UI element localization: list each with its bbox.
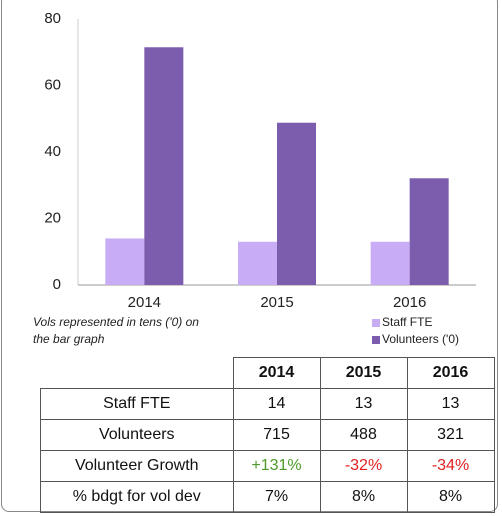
table-cell: 13 [319, 388, 408, 420]
y-tick-label: 40 [44, 143, 61, 160]
bar [370, 241, 410, 285]
data-table: 2014 2015 2016 Staff FTE 14 13 13 Volunteers 715… [40, 357, 495, 513]
table-cell: +131% [232, 450, 321, 482]
legend-label: Volunteers ('0) [382, 332, 459, 346]
table-cell: 14 [232, 388, 321, 420]
y-tick-label: 60 [44, 76, 61, 93]
table-cell: 715 [232, 419, 321, 451]
bar [409, 178, 449, 285]
x-tick-label: 2015 [260, 294, 293, 311]
table-cell: 321 [406, 419, 495, 451]
table-row: Volunteer Growth +131% -32% -34% [40, 450, 495, 482]
table-cell: 488 [319, 419, 408, 451]
table-cell: 8% [406, 481, 495, 513]
table-cell: 13 [406, 388, 495, 420]
x-tick-label: 2016 [393, 294, 426, 311]
table-cell: 7% [232, 481, 321, 513]
row-label: Volunteer Growth [40, 450, 234, 482]
legend-label: Staff FTE [382, 315, 432, 329]
bar [105, 238, 145, 285]
y-tick-label: 80 [44, 10, 61, 27]
bar [144, 47, 184, 286]
column-header: 2016 [406, 357, 495, 389]
legend-swatch [372, 336, 380, 344]
table-cell: -32% [319, 450, 408, 482]
x-tick-label: 2014 [128, 294, 161, 311]
header-row: 2014 2015 2016 [41, 357, 495, 389]
table-row: Staff FTE 14 13 13 [40, 388, 495, 420]
legend-swatch [372, 319, 380, 327]
table-cell: 8% [319, 481, 408, 513]
row-label: Volunteers [40, 419, 234, 451]
table-row: % bdgt for vol dev 7% 8% 8% [40, 481, 495, 513]
corner [41, 358, 234, 389]
row-label: % bdgt for vol dev [40, 481, 234, 513]
bar [277, 122, 316, 286]
row-label: Staff FTE [40, 388, 234, 420]
bar [238, 241, 277, 285]
y-tick-label: 0 [53, 276, 61, 293]
table-cell: -34% [406, 450, 495, 482]
table-row: Volunteers 715 488 321 [40, 419, 495, 451]
note: Vols represented in tens ('0) on the bar… [33, 315, 199, 346]
column-header: 2015 [319, 357, 408, 389]
column-header: 2014 [232, 357, 321, 389]
y-tick-label: 20 [44, 209, 61, 226]
